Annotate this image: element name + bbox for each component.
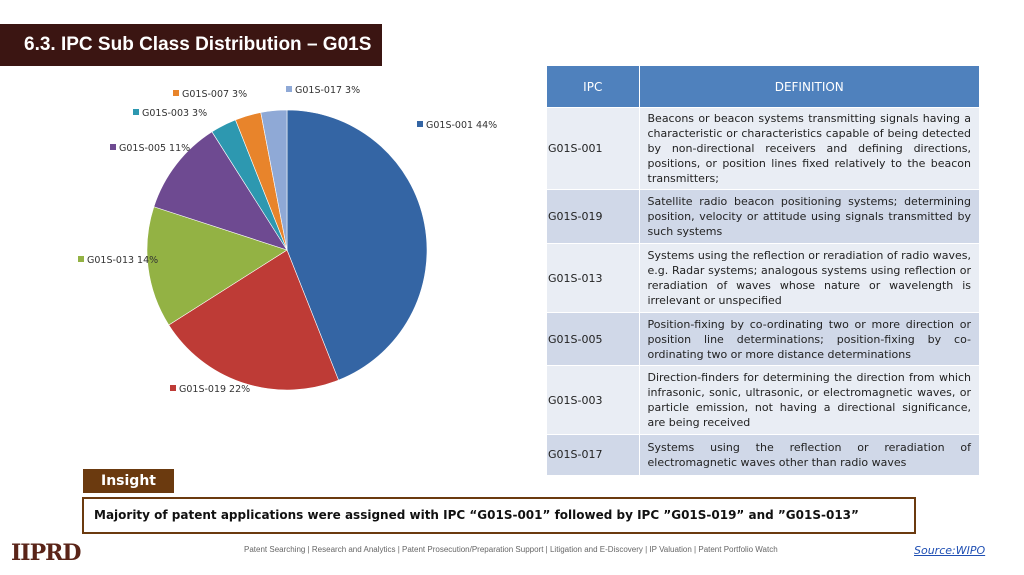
definition-cell: Beacons or beacon systems transmitting s… <box>639 107 979 190</box>
pie-slice-g01s-005 <box>153 131 288 251</box>
legend-swatch <box>110 144 116 150</box>
pie-slice-g01s-017 <box>260 109 288 251</box>
pie-slices <box>146 109 428 391</box>
source-link[interactable]: Source:WIPO <box>914 544 986 557</box>
legend-swatch <box>173 90 179 96</box>
ipc-code-cell: G01S-017 <box>547 434 640 475</box>
legend-swatch <box>417 121 423 127</box>
pie-labels: G01S-001 44% G01S-019 22% G01S-013 14% G01S… <box>78 85 497 395</box>
ipc-code-cell: G01S-013 <box>547 243 640 313</box>
legend-swatch <box>133 109 139 115</box>
definition-cell: Systems using the reflection or reradiat… <box>639 243 979 313</box>
legend-swatch <box>78 256 84 262</box>
definition-cell: Satellite radio beacon positioning syste… <box>639 189 979 244</box>
definition-cell: Position-fixing by co-ordinating two or … <box>639 312 979 366</box>
pie-data-label: G01S-005 11% <box>119 143 190 154</box>
insight-tab: Insight <box>83 469 174 493</box>
pie-data-label: G01S-007 3% <box>182 89 247 100</box>
ipc-code-cell: G01S-003 <box>547 365 640 435</box>
table-row: G01S-019 Satellite radio beacon position… <box>547 189 979 244</box>
ipc-column-header: IPC <box>547 66 640 108</box>
pie-data-label: G01S-001 44% <box>426 120 497 131</box>
legend-swatch <box>286 86 292 92</box>
table-row: G01S-017 Systems using the reflection or… <box>547 434 979 475</box>
ipc-code-cell: G01S-005 <box>547 312 640 366</box>
pie-data-label: G01S-019 22% <box>179 384 250 395</box>
table-row: G01S-005 Position-fixing by co-ordinatin… <box>547 312 979 366</box>
table-row: G01S-003 Direction-finders for determini… <box>547 365 979 435</box>
ipc-code-cell: G01S-019 <box>547 189 640 244</box>
definition-column-header: DEFINITION <box>639 66 979 108</box>
legend-swatch <box>170 385 176 391</box>
pie-data-label: G01S-003 3% <box>142 108 207 119</box>
pie-chart: G01S-001 44% G01S-019 22% G01S-013 14% G01S… <box>78 85 497 395</box>
footer-services: Patent Searching | Research and Analytic… <box>244 545 778 554</box>
insight-text: Majority of patent applications were ass… <box>82 497 916 534</box>
pie-slice-g01s-013 <box>146 206 288 326</box>
page-title: 6.3. IPC Sub Class Distribution – G01S <box>0 24 382 66</box>
company-logo: IIPRD <box>11 540 81 566</box>
table-row: G01S-013 Systems using the reflection or… <box>547 243 979 313</box>
table-row: G01S-001 Beacons or beacon systems trans… <box>547 107 979 190</box>
ipc-definition-table: IPC DEFINITION G01S-001 Beacons or beaco… <box>547 66 979 475</box>
pie-slice-g01s-019 <box>168 249 339 391</box>
pie-data-label: G01S-013 14% <box>87 255 158 266</box>
definition-cell: Systems using the reflection or reradiat… <box>639 434 979 475</box>
pie-data-label: G01S-017 3% <box>295 85 360 96</box>
definition-cell: Direction-finders for determining the di… <box>639 365 979 435</box>
ipc-code-cell: G01S-001 <box>547 107 640 190</box>
pie-slice-g01s-001 <box>286 109 428 381</box>
table-header-row: IPC DEFINITION <box>547 66 979 108</box>
